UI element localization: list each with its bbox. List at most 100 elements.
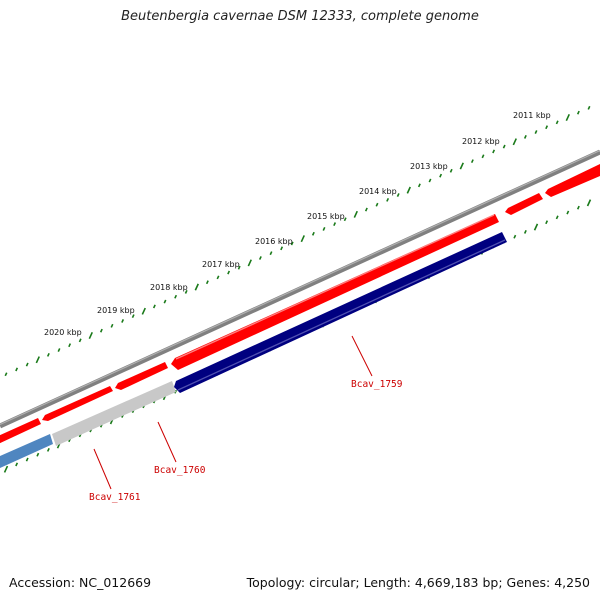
gene-labels: Bcav_1759 Bcav_1760 Bcav_1761 [89,379,403,503]
minor-tick [152,304,156,309]
minor-tick [545,220,549,225]
ruler-label: 2016 kbp [255,237,293,246]
minor-tick [555,215,559,220]
minor-tick [439,173,443,178]
forward-gene[interactable] [171,214,499,370]
minor-tick [216,275,220,280]
minor-tick [545,125,549,130]
forward-gene[interactable] [115,362,168,390]
genome-backbone [0,149,600,429]
genome-backbone-highlight [0,149,600,426]
reverse-strand-genes [0,232,507,468]
ruler-label: 2011 kbp [513,111,551,120]
minor-tick [481,154,485,159]
minor-tick [205,280,209,285]
minor-tick [576,110,580,115]
minor-tick [184,289,188,294]
forward-gene[interactable] [545,164,600,197]
major-tick [35,356,40,364]
gene-label-bcav-1760: Bcav_1760 [154,465,206,476]
major-tick [512,138,517,146]
minor-tick [174,294,178,299]
major-tick [406,186,411,194]
minor-tick [121,319,125,323]
minor-tick [333,222,337,227]
minor-tick [343,217,347,222]
major-tick [247,259,252,267]
forward-gene[interactable] [42,386,113,421]
leader-bcav-1761 [93,448,112,490]
leader-bcav-1760 [157,421,177,463]
minor-tick [163,299,167,304]
minor-tick [492,149,496,154]
leader-bcav-1759 [351,335,373,377]
major-tick [194,283,199,291]
ruler-label: 2012 kbp [462,137,500,146]
minor-tick [78,338,82,343]
minor-tick [364,207,368,212]
minor-tick [375,202,379,207]
ruler-label: 2014 kbp [359,187,397,196]
minor-tick [322,227,326,231]
minor-tick [534,130,538,134]
gene-bcav-1759[interactable] [174,232,507,393]
forward-gene[interactable] [0,418,41,444]
minor-tick [428,178,432,183]
outer-tick-ruler [4,105,591,377]
minor-tick [523,229,527,234]
minor-tick [290,241,294,246]
minor-tick [566,210,570,215]
minor-tick [131,314,135,319]
minor-tick [555,120,559,125]
minor-tick [386,197,390,202]
minor-tick [110,323,114,328]
minor-tick [99,328,103,333]
label-leaders [93,335,373,490]
major-tick [353,210,358,218]
ruler-label: 2020 kbp [44,328,82,337]
ruler-label: 2019 kbp [97,306,135,315]
minor-tick [502,144,506,149]
major-tick [586,199,592,207]
minor-tick [258,256,262,260]
major-tick [141,307,146,315]
gene-bcav-1761[interactable] [0,434,53,468]
accession-text: Accession: NC_012669 [9,575,152,590]
minor-tick [25,457,29,462]
minor-tick [15,367,19,372]
minor-tick [46,352,50,357]
ruler-label: 2017 kbp [202,260,240,269]
minor-tick [470,159,474,164]
minor-tick [280,246,284,251]
ruler-labels: 2011 kbp 2012 kbp 2013 kbp 2014 kbp 2015 kbp… [44,111,551,337]
minor-tick [311,231,315,236]
major-tick [533,223,539,231]
minor-tick [417,183,421,188]
ruler-label: 2013 kbp [410,162,448,171]
gene-bcav-1759-highlight [177,239,506,391]
forward-gene[interactable] [505,193,543,215]
forward-strand-genes [0,164,600,444]
forward-gene-highlight [175,214,495,360]
gene-label-bcav-1761: Bcav_1761 [89,492,141,503]
minor-tick [237,265,241,270]
major-tick [88,331,93,340]
gene-bcav-1760[interactable] [52,381,176,446]
minor-tick [36,452,40,457]
minor-tick [57,348,61,352]
minor-tick [587,105,591,110]
minor-tick [449,168,453,173]
minor-tick [4,372,8,377]
ruler-label: 2018 kbp [150,283,188,292]
major-tick [459,162,464,170]
major-tick [3,465,9,473]
minor-tick [523,134,527,139]
genome-summary-text: Topology: circular; Length: 4,669,183 bp… [246,575,590,590]
minor-tick [396,193,400,197]
minor-tick [576,205,580,210]
minor-tick [25,362,29,367]
minor-tick [269,251,273,256]
major-tick [565,113,570,122]
major-tick [300,235,305,243]
